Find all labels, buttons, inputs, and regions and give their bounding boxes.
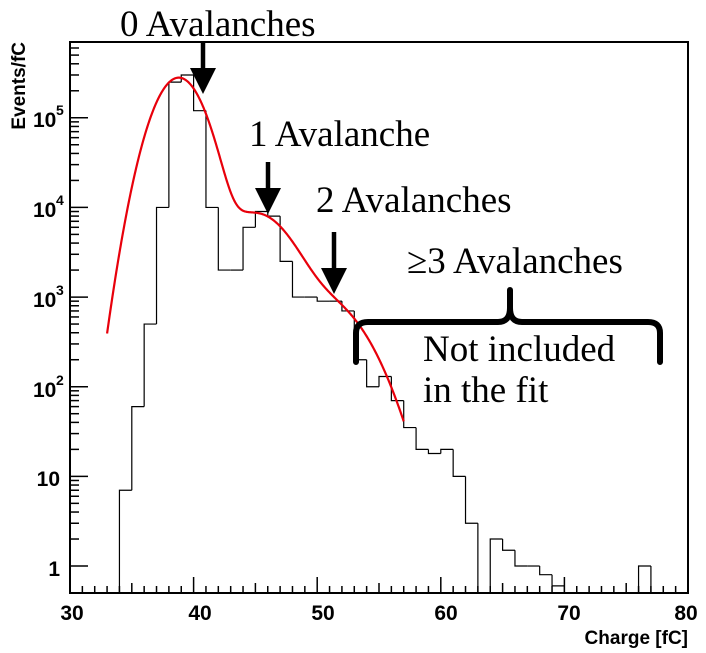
histogram-bin: [637, 565, 651, 593]
histogram-bin: [551, 574, 565, 587]
y-tick-base: 10: [33, 379, 56, 402]
x-tick-label: 70: [557, 602, 580, 625]
histogram-bin: [403, 400, 417, 429]
histogram-bin: [143, 323, 157, 407]
y-tick-exponent: 3: [56, 282, 64, 298]
histogram-bin: [539, 566, 553, 576]
histogram-bin: [254, 210, 268, 228]
y-tick-exponent: 5: [56, 102, 64, 118]
histogram-bin: [502, 539, 515, 551]
annotation-not-included-line2: in the fit: [423, 370, 549, 411]
histogram-bin: [563, 585, 577, 594]
histogram-bin: [489, 538, 503, 593]
histogram-bin: [316, 297, 330, 302]
y-tick-label: 10 2: [33, 372, 64, 402]
annotation-2-avalanches: 2 Avalanches: [316, 180, 512, 221]
fit-curve-layer: [105, 76, 405, 422]
histogram-bin: [217, 207, 231, 271]
fit-curve: [105, 76, 405, 422]
histogram-bin: [168, 81, 182, 208]
y-tick-base: 10: [33, 289, 56, 312]
x-tick-label: 30: [60, 602, 83, 625]
x-tick-label: 40: [188, 602, 211, 625]
y-tick-label: 10 4: [33, 192, 64, 222]
histogram-bin: [118, 489, 132, 593]
histogram-bin: [452, 449, 466, 477]
histogram-bin: [650, 566, 664, 594]
arrowhead-0-avalanches: [190, 68, 216, 94]
histogram-layer: [70, 74, 688, 594]
histogram-bin: [514, 550, 528, 567]
y-tick-label: 10 3: [33, 282, 64, 312]
histogram-bin: [291, 261, 305, 298]
y-tick-label: 10 5: [33, 102, 64, 132]
y-tick-exponent: 2: [56, 372, 64, 388]
histogram-bin: [180, 74, 194, 83]
histogram-bin: [267, 211, 281, 217]
x-tick-label: 80: [674, 602, 697, 625]
axis-ticks: [69, 41, 689, 593]
y-tick-label: 1: [48, 558, 60, 581]
x-tick-label: 50: [311, 602, 334, 625]
x-tick-label: 60: [434, 602, 457, 625]
y-axis-title: Events/fC: [9, 42, 30, 130]
annotation-0-avalanches: 0 Avalanches: [120, 4, 316, 45]
y-tick-base: 10: [33, 199, 56, 222]
y-tick-exponent: 4: [56, 192, 64, 208]
histogram-bin: [440, 448, 454, 454]
annotation-1-avalanche: 1 Avalanche: [249, 114, 430, 155]
histogram-bin: [131, 406, 145, 491]
histogram-bin: [415, 427, 429, 450]
x-axis-title: Charge [fC]: [585, 628, 688, 649]
annotation-3-avalanches: ≥3 Avalanches: [407, 241, 623, 282]
annotation-not-included-line1: Not included: [423, 329, 616, 370]
histogram-bin: [464, 476, 478, 524]
arrowhead-1-avalanche: [255, 188, 281, 214]
histogram-bin: [427, 449, 441, 455]
histogram-bin: [390, 376, 404, 402]
y-tick-base: 10: [33, 109, 56, 132]
curly-brace: [353, 287, 663, 365]
histogram-bin: [155, 206, 169, 325]
histogram-bin: [477, 523, 491, 594]
histogram-bin: [279, 216, 293, 262]
y-tick-label: 10: [37, 468, 60, 491]
arrowhead-2-avalanches: [321, 268, 347, 294]
histogram-bin: [205, 110, 219, 209]
histogram-bin: [242, 226, 256, 271]
histogram-bin: [366, 359, 379, 388]
